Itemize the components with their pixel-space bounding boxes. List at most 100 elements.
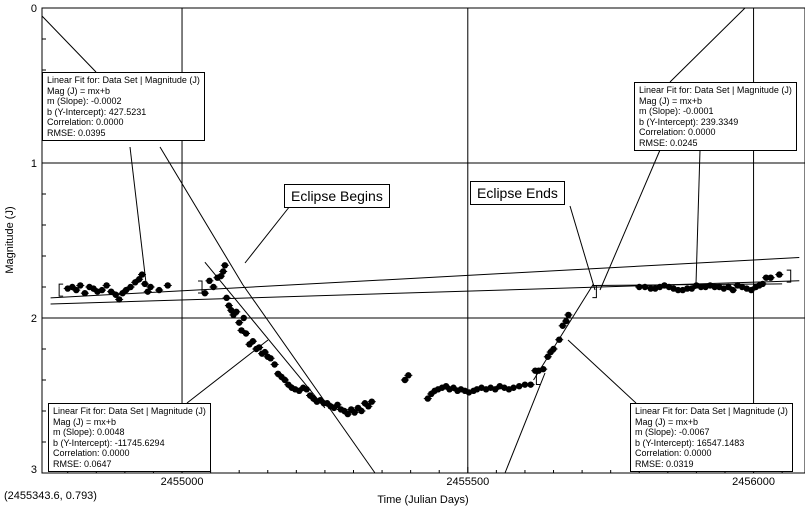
fit-box-intercept: b (Y-Intercept): 427.5231 (47, 106, 147, 117)
data-point (550, 345, 557, 353)
leader-line (41, 15, 97, 73)
fit-box-equation: Mag (J) = mx+b (47, 85, 111, 96)
data-point (127, 283, 134, 291)
data-point (235, 319, 243, 326)
data-point (521, 381, 529, 388)
data-point (233, 308, 240, 315)
x-tick-label: 2456000 (732, 476, 775, 488)
fit-box-intercept: b (Y-Intercept): 239.3349 (639, 116, 739, 127)
fit-box-right-top[interactable]: Linear Fit for: Data Set | Magnitude (J)… (634, 82, 797, 151)
data-point (141, 280, 149, 288)
data-point (492, 386, 499, 393)
data-point (107, 288, 115, 295)
fit-range-bracket (786, 269, 792, 283)
fit-box-rmse: RMSE: 0.0245 (639, 137, 698, 148)
fit-box-slope: m (Slope): -0.0001 (639, 106, 714, 116)
data-point (238, 327, 245, 334)
fit-line-ingress (204, 261, 326, 409)
data-point (144, 288, 151, 295)
y-tick-label: 3 (31, 464, 37, 476)
data-point (240, 314, 247, 322)
leader-line (599, 149, 661, 291)
data-point (155, 286, 163, 294)
data-point (556, 336, 563, 343)
x-tick-label: 2455000 (161, 476, 204, 488)
leader-line (159, 146, 244, 286)
data-point (201, 290, 209, 297)
y-axis-label: Magnitude (J) (4, 206, 16, 273)
data-point (249, 338, 257, 345)
fit-box-intercept: b (Y-Intercept): 16547.1483 (635, 437, 745, 448)
data-point (303, 386, 310, 393)
data-point (565, 311, 572, 319)
data-point (281, 376, 289, 384)
fit-box-title: Linear Fit for: Data Set | Magnitude (J) (53, 406, 206, 416)
eclipse-begins-callout: Eclipse Begins (284, 184, 390, 208)
fit-box-rmse: RMSE: 0.0647 (53, 458, 112, 469)
data-point (221, 262, 229, 269)
fit-box-correlation: Correlation: 0.0000 (635, 448, 712, 458)
data-point (401, 376, 409, 384)
fit-box-left-top[interactable]: Linear Fit for: Data Set | Magnitude (J)… (42, 72, 205, 141)
fit-box-correlation: Correlation: 0.0000 (47, 117, 124, 127)
data-point (73, 286, 80, 294)
data-point (368, 398, 375, 405)
linear-fit-lines (50, 257, 800, 409)
data-point (255, 344, 263, 351)
data-point (405, 372, 412, 379)
data-point (759, 280, 766, 288)
data-point (527, 381, 534, 388)
fit-box-intercept: b (Y-Intercept): -11745.6294 (53, 437, 165, 448)
plot-frame (41, 7, 805, 474)
data-point (135, 276, 143, 283)
data-point (77, 282, 84, 289)
fit-range-bracket (58, 283, 64, 297)
fit-box-slope: m (Slope): -0.0002 (47, 96, 122, 106)
data-point (164, 282, 171, 289)
data-point (219, 268, 227, 275)
leader-line (242, 284, 376, 474)
fit-box-correlation: Correlation: 0.0000 (639, 127, 716, 137)
data-point (206, 277, 213, 284)
data-points (63, 262, 784, 418)
data-point (559, 322, 566, 329)
y-tick-label: 2 (31, 313, 37, 325)
fit-box-right-bottom[interactable]: Linear Fit for: Data Set | Magnitude (J)… (630, 403, 793, 472)
data-point (122, 286, 130, 294)
leader-line (504, 372, 546, 474)
data-point (267, 355, 274, 362)
data-point (725, 283, 732, 291)
fit-box-equation: Mag (J) = mx+b (635, 416, 699, 427)
fit-box-title: Linear Fit for: Data Set | Magnitude (J) (47, 75, 200, 85)
data-point (562, 317, 570, 325)
y-tick-label: 1 (31, 158, 37, 170)
data-point (223, 294, 230, 302)
fit-box-left-bottom[interactable]: Linear Fit for: Data Set | Magnitude (J)… (48, 403, 211, 472)
data-point (115, 296, 123, 303)
fit-box-equation: Mag (J) = mx+b (639, 95, 703, 106)
leader-line (129, 146, 147, 284)
data-point (641, 283, 649, 291)
fit-box-equation: Mag (J) = mx+b (53, 416, 117, 427)
fit-box-rmse: RMSE: 0.0319 (635, 458, 694, 469)
data-point (358, 407, 365, 415)
data-point (334, 401, 341, 408)
x-axis-label: Time (Julian Days) (377, 494, 468, 506)
data-point (344, 410, 351, 418)
data-point (688, 285, 696, 292)
leader-line (695, 149, 701, 285)
data-point (242, 330, 250, 337)
data-point (81, 290, 89, 297)
data-point (636, 283, 643, 291)
data-point (510, 384, 517, 391)
data-point (365, 403, 372, 410)
data-point (261, 348, 269, 356)
data-point (776, 271, 783, 278)
fit-box-slope: m (Slope): -0.0067 (635, 427, 710, 437)
data-point (147, 283, 154, 291)
data-point (351, 409, 358, 416)
data-point (684, 285, 691, 292)
data-point (697, 283, 705, 291)
data-point (271, 361, 278, 368)
